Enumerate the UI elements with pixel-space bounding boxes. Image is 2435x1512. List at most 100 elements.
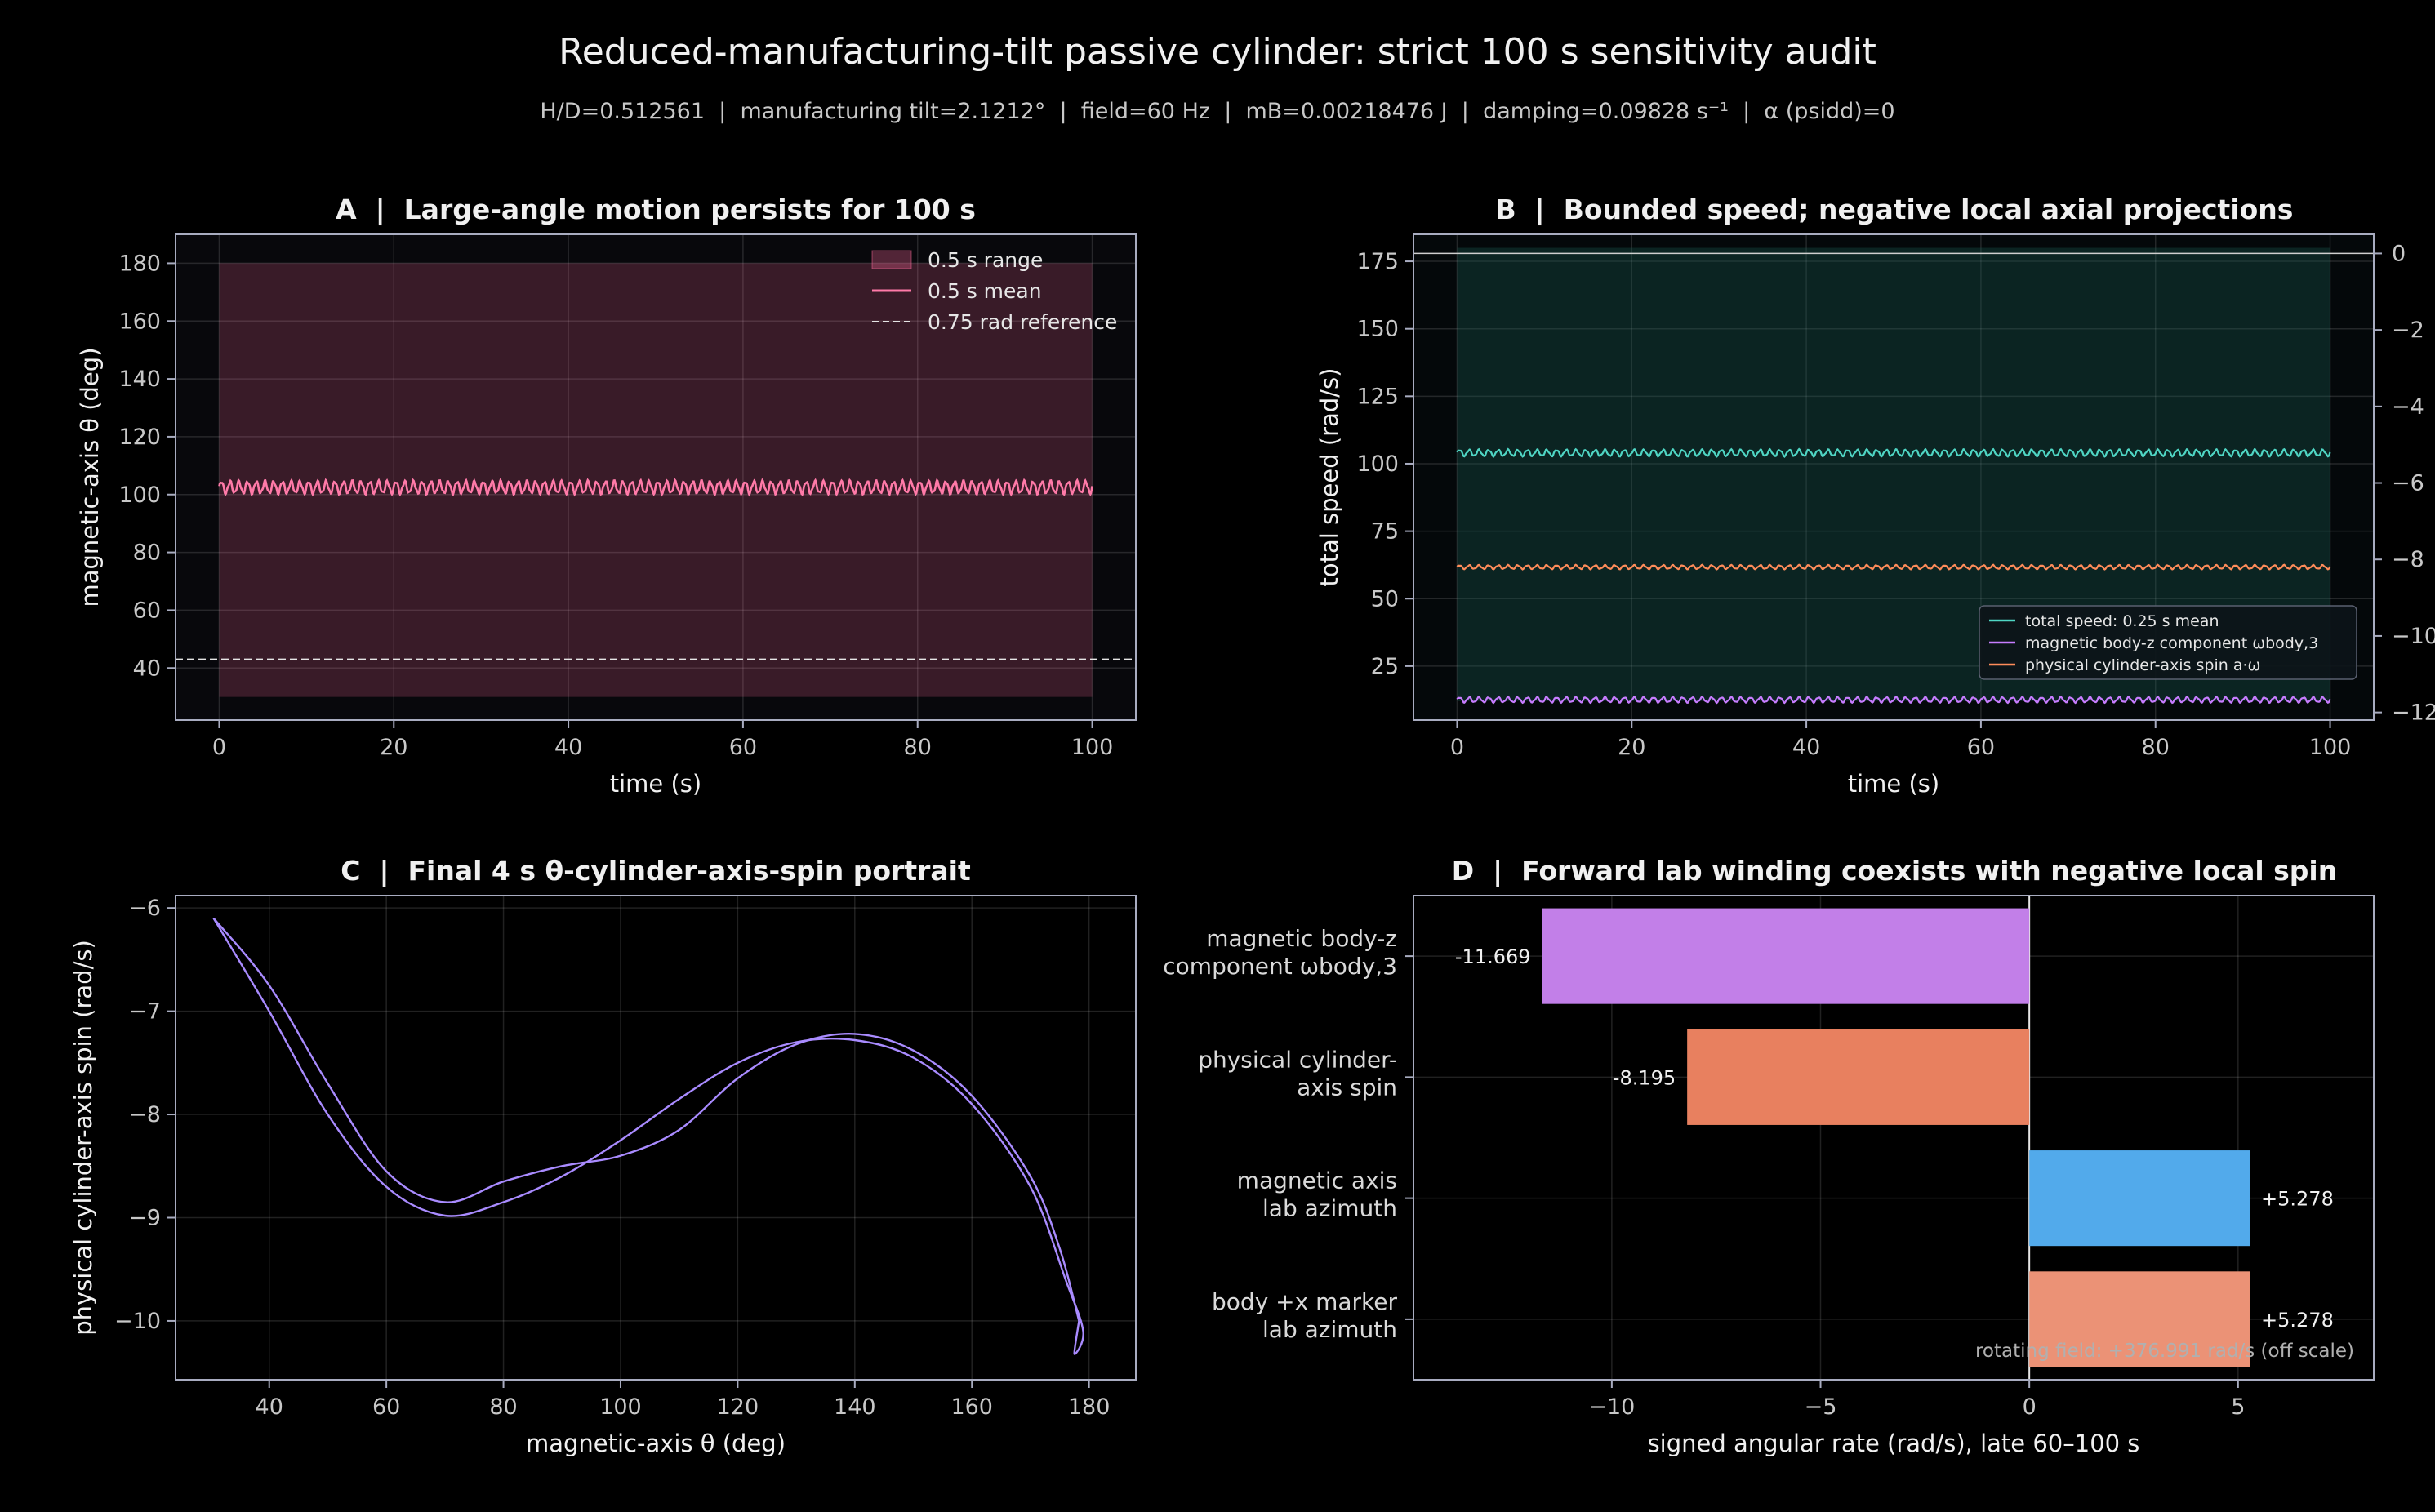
panel-a-ytick-label: 160	[118, 309, 161, 334]
panel-d-category-line: component ωbody,3	[1163, 953, 1397, 980]
panel-a-ylabel: magnetic-axis θ (deg)	[76, 347, 104, 607]
panel-b-y2tick-label: −2	[2392, 318, 2424, 343]
panel-b-ytick-label: 150	[1356, 317, 1399, 342]
panel-b-ytick-label: 125	[1356, 384, 1399, 409]
panel-b-xtick-label: 60	[1967, 735, 1995, 760]
panel-b-xtick-label: 40	[1792, 735, 1820, 760]
panel-c-ylabel: physical cylinder-axis spin (rad/s)	[69, 940, 97, 1336]
figure-subtitle: H/D=0.512561 | manufacturing tilt=2.1212…	[540, 99, 1894, 124]
panel-d-bar	[2029, 1271, 2250, 1367]
panel-b-y2tick-label: −6	[2392, 471, 2424, 496]
panel-d-bar	[1542, 908, 2030, 1004]
panel-c-ytick-label: −8	[128, 1102, 161, 1127]
panel-a-xtick-label: 0	[212, 735, 226, 760]
panel-a-ytick-label: 180	[118, 251, 161, 276]
panel-c-portrait-loop	[212, 918, 1084, 1355]
panel-a-range-band	[219, 263, 1093, 697]
panel-a-xtick-label: 80	[904, 735, 932, 760]
panel-a-ytick-label: 80	[133, 540, 161, 566]
panel-b-ytick-label: 50	[1371, 586, 1399, 611]
panel-d-xtick-label: 0	[2023, 1394, 2037, 1420]
panel-a-legend-label: 0.5 s range	[928, 248, 1043, 272]
panel-a-legend-label: 0.5 s mean	[928, 279, 1042, 303]
panel-b-ytick-label: 75	[1371, 519, 1399, 545]
panel-c-ytick-label: −10	[114, 1309, 161, 1334]
panel-a-legend-swatch-range	[871, 250, 912, 269]
panel-a-title: A | Large-angle motion persists for 100 …	[336, 193, 976, 225]
panel-d-category-line: axis spin	[1297, 1074, 1397, 1101]
panel-b-xtick-label: 20	[1618, 735, 1645, 760]
panel-c-xtick-label: 40	[256, 1394, 283, 1420]
panel-a-legend-label: 0.75 rad reference	[928, 310, 1117, 334]
panel-d-category-line: magnetic axis	[1237, 1167, 1397, 1194]
panel-a-xtick-label: 20	[380, 735, 407, 760]
panel-b-y2tick-label: −10	[2392, 624, 2435, 649]
panel-b-xtick-label: 100	[2309, 735, 2352, 760]
panel-d-category-line: lab azimuth	[1262, 1195, 1397, 1222]
panel-c-portrait-loop	[212, 918, 1080, 1322]
panel-c-ytick-label: −7	[128, 999, 161, 1025]
panel-b-ytick-label: 175	[1356, 249, 1399, 274]
panel-d-category-label: body +x marker lab azimuth	[1212, 1288, 1397, 1343]
figure-title: Reduced-manufacturing-tilt passive cylin…	[559, 31, 1876, 73]
panel-b-ylabel: total speed (rad/s)	[1315, 368, 1343, 587]
panel-c-ytick-label: −9	[128, 1205, 161, 1230]
panel-c-plot-area	[176, 896, 1136, 1380]
panel-c-ytick-label: −6	[128, 896, 161, 921]
panel-a-ytick-label: 40	[133, 656, 161, 681]
panel-d-xtick-label: −5	[1805, 1394, 1837, 1420]
panel-d-category-label: physical cylinder-axis spin	[1198, 1046, 1397, 1101]
panel-b-ytick-label: 25	[1371, 654, 1399, 679]
panel-a-frame	[175, 233, 1137, 721]
panel-d-value-label: -11.669	[1455, 945, 1531, 968]
panel-b-series-line	[1456, 563, 2331, 571]
panel-c: 40 60 80 100 120 140 160 180 −6 −7 −8 −9 −10 magnetic…	[69, 895, 1137, 1457]
panel-b-y2tick-label: 0	[2392, 241, 2406, 266]
panel-d-category-label: magnetic body-z component ωbody,3	[1163, 925, 1397, 980]
panel-a-xtick-label: 100	[1071, 735, 1114, 760]
panel-c-xtick-label: 120	[717, 1394, 759, 1420]
panel-c-frame	[175, 895, 1137, 1381]
panel-b-xtick-label: 80	[2142, 735, 2170, 760]
panel-a-plot-area	[176, 234, 1136, 720]
panel-d-category-line: lab azimuth	[1262, 1316, 1397, 1343]
panel-d-bar	[2029, 1150, 2250, 1247]
panel-d-xlabel: signed angular rate (rad/s), late 60–100…	[1648, 1430, 2140, 1457]
panel-d-xtick-label: 5	[2231, 1394, 2245, 1420]
panel-d-category-line: physical cylinder-	[1198, 1046, 1397, 1073]
panel-c-xtick-label: 80	[489, 1394, 517, 1420]
panel-a-ytick-label: 100	[118, 483, 161, 508]
panel-b-series-line	[1456, 447, 2331, 458]
panel-a-xtick-label: 40	[554, 735, 582, 760]
panel-a-xlabel: time (s)	[610, 770, 701, 798]
panel-d-xtick-label: −10	[1588, 1394, 1635, 1420]
panel-c-title: C | Final 4 s θ-cylinder-axis-spin portr…	[341, 855, 971, 887]
panel-b-y2tick-label: −12	[2392, 700, 2435, 726]
panel-a: 0 20 40 60 80 100 40 60 80 100 120 140 160 180 time (s…	[76, 233, 1137, 798]
panel-b-legend-label: physical cylinder-axis spin a·ω	[2025, 656, 2260, 674]
panel-d-bar	[1687, 1029, 2030, 1125]
panel-d-value-label: +5.278	[2261, 1188, 2334, 1211]
panel-c-xtick-label: 100	[599, 1394, 642, 1420]
panel-c-xtick-label: 60	[372, 1394, 400, 1420]
panel-c-xtick-label: 160	[950, 1394, 993, 1420]
panel-b-ytick-label: 100	[1356, 451, 1399, 477]
panel-a-ytick-label: 140	[118, 367, 161, 392]
panel-d-value-label: +5.278	[2261, 1309, 2334, 1332]
panel-d-category-line: body +x marker	[1212, 1288, 1397, 1315]
panel-a-ytick-label: 60	[133, 598, 161, 623]
panel-b-legend-box	[1979, 605, 2357, 680]
panel-b: 0 20 40 60 80 100 25 50 75 100 125 150 175 0 −2 −4 −6 −8 −…	[1315, 233, 2435, 798]
panel-d-frame	[1413, 895, 2375, 1381]
panel-b-xlabel: time (s)	[1848, 770, 1939, 798]
panel-d-title: D | Forward lab winding coexists with ne…	[1452, 855, 2337, 887]
panel-c-xtick-label: 140	[834, 1394, 876, 1420]
panel-b-title: B | Bounded speed; negative local axial …	[1496, 193, 2294, 225]
panel-b-y2tick-label: −4	[2392, 394, 2424, 420]
panel-d: −10 −5 0 5 -11.669 magnetic body-z component ω…	[1163, 895, 2375, 1457]
panel-c-xtick-label: 180	[1068, 1394, 1111, 1420]
panel-b-frame	[1413, 233, 2375, 721]
panel-b-legend-label: magnetic body-z component ωbody,3	[2025, 634, 2318, 652]
panel-d-annotation: rotating field: +376.991 rad/s (off scal…	[1975, 1341, 2354, 1362]
